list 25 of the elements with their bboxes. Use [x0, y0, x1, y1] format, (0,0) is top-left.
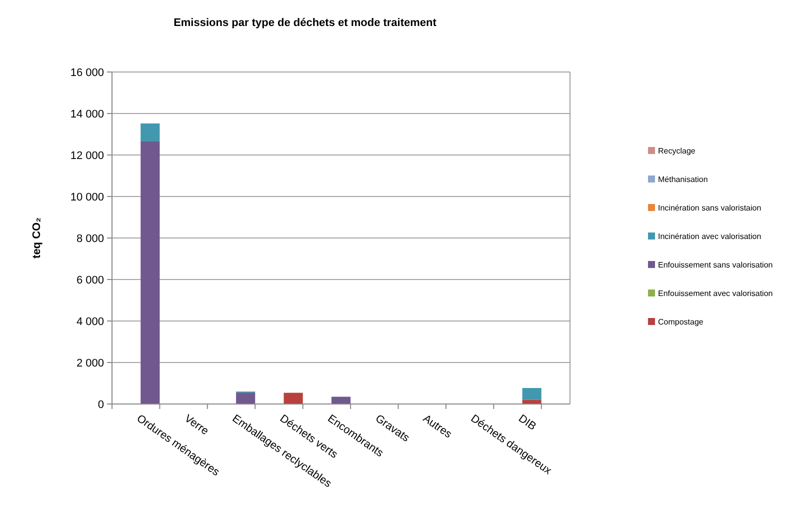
legend-label: Recyclage: [658, 146, 696, 156]
y-tick-label: 14 000: [70, 108, 104, 120]
bar: [140, 142, 160, 404]
legend-label: Incinération avec valorisation: [658, 232, 762, 241]
legend-label: Enfouissement sans valorisation: [658, 260, 773, 270]
bar: [284, 392, 303, 404]
legend-label: Enfouissement avec valorisation: [658, 288, 773, 298]
y-tick-label: 0: [98, 398, 104, 411]
y-tick-label: 4 000: [76, 316, 104, 328]
x-tick-label: DIB: [516, 412, 538, 433]
legend-label: Compostage: [658, 317, 704, 326]
y-axis-title: teq CO₂: [31, 217, 43, 258]
chart-title: Emissions par type de déchets et mode traitement: [174, 17, 437, 29]
legend-label: Incinération sans valoristaion: [658, 203, 762, 212]
y-tick-label: 10 000: [70, 191, 104, 204]
y-tick-label: 16 000: [70, 66, 104, 79]
bar: [236, 392, 256, 404]
y-tick-label: 6 000: [76, 274, 104, 286]
bar: [140, 123, 160, 142]
y-tick-label: 12 000: [70, 150, 104, 162]
bar: [331, 396, 351, 404]
y-tick-label: 8 000: [76, 232, 104, 245]
bar: [522, 388, 542, 400]
y-tick-label: 2 000: [76, 357, 104, 370]
legend-label: Méthanisation: [658, 174, 708, 184]
